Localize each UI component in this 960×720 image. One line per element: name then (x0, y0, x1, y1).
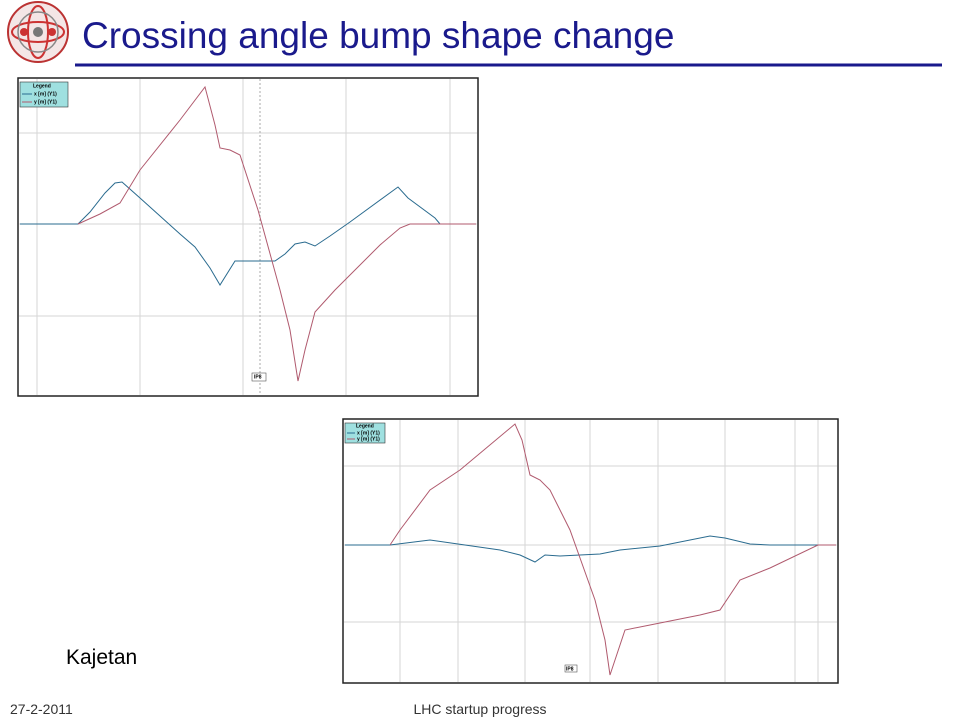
title: Crossing angle bump shape change (82, 15, 674, 56)
legend-entry: y [m] (Y1) (357, 436, 380, 442)
legend-entry: x [m] (Y1) (34, 91, 57, 97)
plot: Legend x [m] (Y1) y [m] (Y1) IP8 (342, 418, 839, 684)
marker-label: IP8 (566, 666, 574, 672)
author: Kajetan (66, 646, 137, 669)
logo (7, 1, 69, 63)
legend-entry: x [m] (Y1) (357, 430, 380, 436)
footer-date: 27-2-2011 (10, 701, 73, 717)
plot: Legend x [m] (Y1) y [m] (Y1) IP8 (17, 77, 479, 397)
marker-label: IP8 (254, 374, 262, 380)
legend-title: Legend (33, 83, 51, 89)
legend-entry: y [m] (Y1) (34, 99, 57, 105)
footer-center: LHC startup progress (413, 701, 546, 717)
legend-title: Legend (356, 423, 374, 429)
